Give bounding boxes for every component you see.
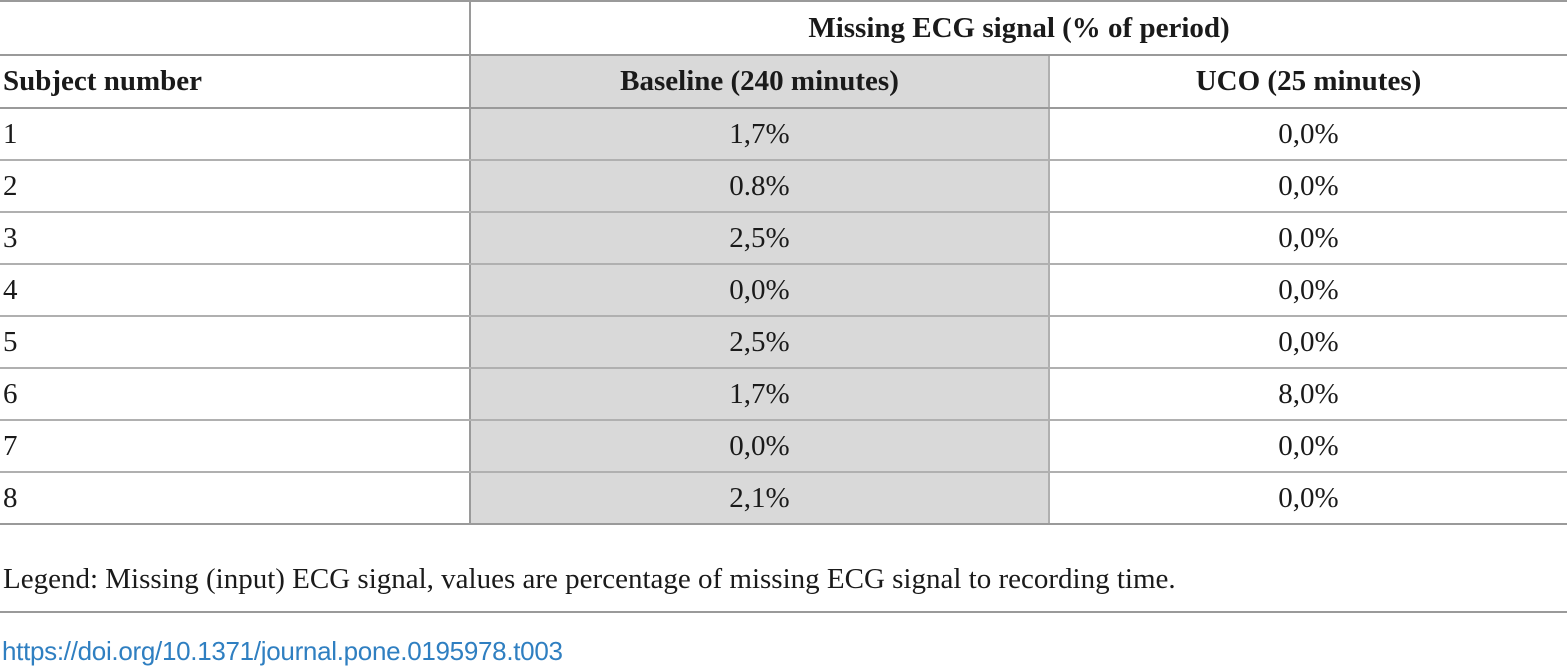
cell-subject-number: 1: [0, 108, 470, 161]
cell-baseline-value: 1,7%: [469, 368, 1049, 421]
table-body: 1 1,7% 0,0% 2 0.8% 0,0% 3 2,5% 0,0% 4 0,0% 0,0% 5 2,5…: [0, 108, 1567, 525]
column-header-uco: UCO (25 minutes): [1048, 55, 1567, 109]
column-header-row: Subject number Baseline (240 minutes) UC…: [0, 55, 1567, 109]
cell-subject-number: 5: [0, 316, 470, 369]
table-row: 4 0,0% 0,0%: [0, 264, 1567, 317]
empty-corner-cell: [0, 0, 470, 56]
column-header-baseline: Baseline (240 minutes): [469, 55, 1049, 109]
table-row: 7 0,0% 0,0%: [0, 420, 1567, 473]
legend-divider: [0, 611, 1567, 613]
cell-subject-number: 2: [0, 160, 470, 213]
cell-subject-number: 6: [0, 368, 470, 421]
cell-uco-value: 0,0%: [1048, 420, 1567, 473]
cell-subject-number: 8: [0, 472, 470, 525]
group-header-missing-ecg: Missing ECG signal (% of period): [469, 0, 1567, 56]
column-header-subject: Subject number: [0, 55, 470, 109]
cell-uco-value: 0,0%: [1048, 160, 1567, 213]
cell-baseline-value: 2,5%: [469, 316, 1049, 369]
missing-ecg-table: Missing ECG signal (% of period) Subject…: [0, 0, 1567, 525]
cell-uco-value: 0,0%: [1048, 264, 1567, 317]
cell-uco-value: 0,0%: [1048, 212, 1567, 265]
cell-uco-value: 0,0%: [1048, 108, 1567, 161]
group-header-row: Missing ECG signal (% of period): [0, 0, 1567, 56]
cell-subject-number: 4: [0, 264, 470, 317]
table-row: 5 2,5% 0,0%: [0, 316, 1567, 369]
cell-uco-value: 0,0%: [1048, 316, 1567, 369]
cell-uco-value: 8,0%: [1048, 368, 1567, 421]
doi-link[interactable]: https://doi.org/10.1371/journal.pone.019…: [2, 636, 563, 666]
table-row: 6 1,7% 8,0%: [0, 368, 1567, 421]
cell-subject-number: 7: [0, 420, 470, 473]
cell-baseline-value: 1,7%: [469, 108, 1049, 161]
cell-subject-number: 3: [0, 212, 470, 265]
cell-baseline-value: 2,5%: [469, 212, 1049, 265]
table-legend: Legend: Missing (input) ECG signal, valu…: [3, 563, 1176, 595]
data-table-container: Missing ECG signal (% of period) Subject…: [0, 0, 1567, 525]
cell-baseline-value: 0,0%: [469, 420, 1049, 473]
table-row: 2 0.8% 0,0%: [0, 160, 1567, 213]
cell-baseline-value: 2,1%: [469, 472, 1049, 525]
cell-uco-value: 0,0%: [1048, 472, 1567, 525]
cell-baseline-value: 0,0%: [469, 264, 1049, 317]
table-row: 1 1,7% 0,0%: [0, 108, 1567, 161]
table-row: 8 2,1% 0,0%: [0, 472, 1567, 525]
cell-baseline-value: 0.8%: [469, 160, 1049, 213]
table-row: 3 2,5% 0,0%: [0, 212, 1567, 265]
